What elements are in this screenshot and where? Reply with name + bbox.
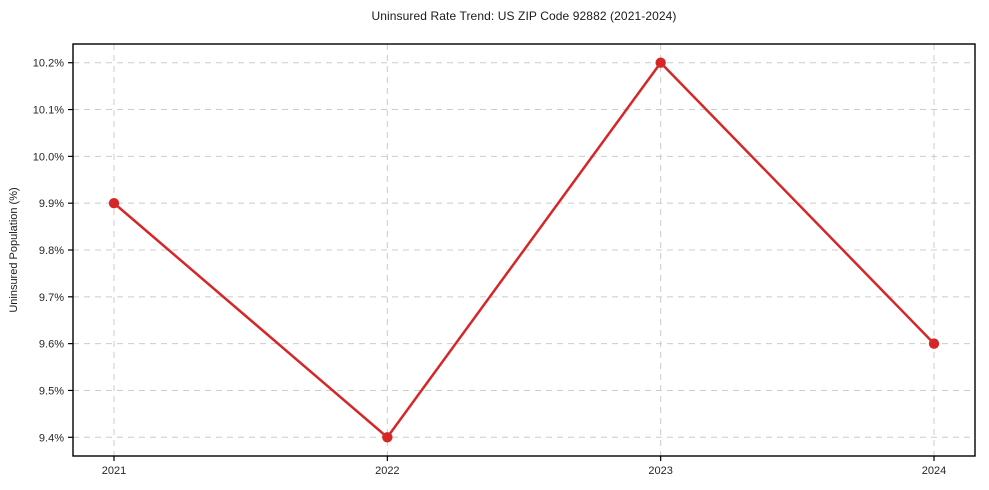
- y-tick-label: 10.2%: [33, 58, 64, 70]
- x-tick-label: 2022: [375, 465, 399, 477]
- y-tick-label: 9.8%: [39, 245, 64, 257]
- data-point-marker: [108, 197, 120, 209]
- y-tick-label: 9.5%: [39, 385, 64, 397]
- y-tick-label: 9.9%: [39, 198, 64, 210]
- x-tick-label: 2023: [648, 465, 672, 477]
- data-point-marker: [655, 57, 666, 68]
- y-tick-label: 9.7%: [39, 292, 64, 304]
- y-tick-label: 9.4%: [39, 432, 64, 444]
- data-point-marker: [382, 432, 393, 443]
- y-tick-label: 9.6%: [39, 339, 64, 351]
- data-point-marker: [928, 338, 940, 349]
- y-tick-label: 10.0%: [33, 151, 64, 163]
- chart-title: Uninsured Rate Trend: US ZIP Code 92882 …: [371, 9, 677, 23]
- x-tick-label: 2024: [922, 465, 946, 477]
- x-tick-label: 2021: [102, 465, 126, 477]
- trend-line: [112, 61, 936, 439]
- y-tick-label: 10.1%: [33, 105, 64, 117]
